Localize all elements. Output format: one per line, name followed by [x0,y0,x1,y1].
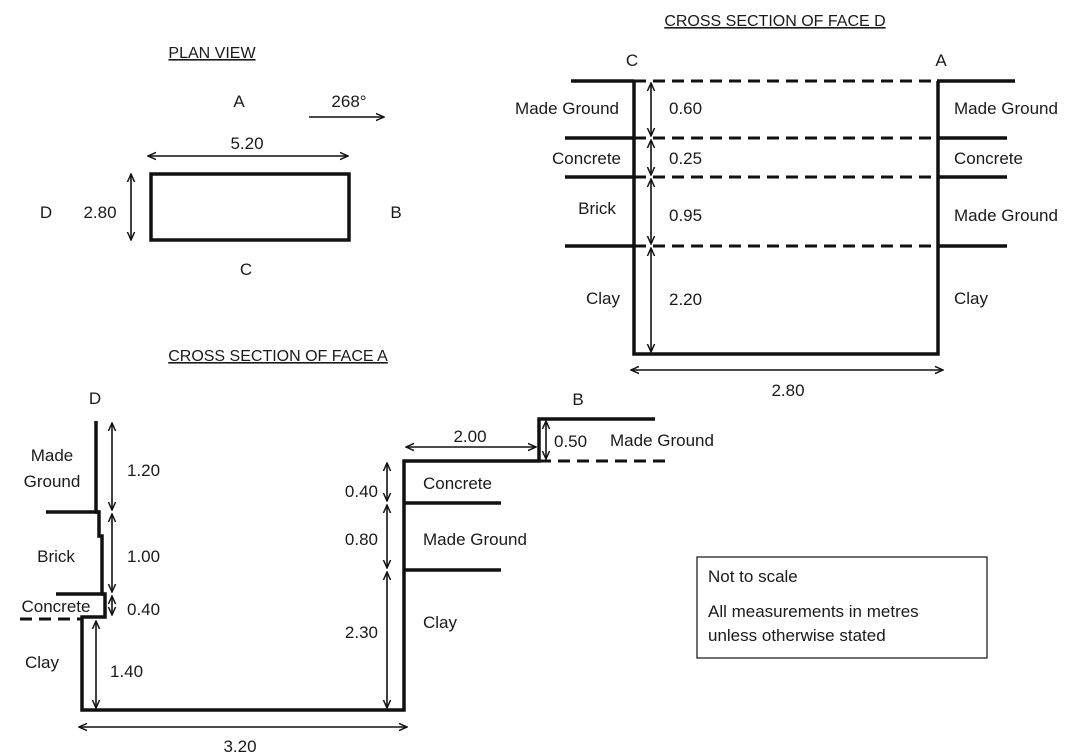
face-d-right-layer-3: Made Ground [954,206,1058,225]
plan-face-b-label: B [390,203,401,222]
notes-line-2: All measurements in metres [708,602,919,621]
plan-face-d-label: D [40,203,52,222]
face-d-left-layer-4: Clay [586,289,621,308]
face-a-title: CROSS SECTION OF FACE A [168,348,388,365]
plan-length-label: 5.20 [230,134,263,153]
face-a-left-end-label: D [89,389,101,408]
plan-width-label: 2.80 [83,203,116,222]
face-a-left-thickness-3: 0.40 [127,600,160,619]
face-d-title: CROSS SECTION OF FACE D [664,13,885,30]
plan-face-c-label: C [240,260,252,279]
plan-view-title: PLAN VIEW [168,45,256,62]
face-a-pit-outline [80,417,655,712]
plan-view: PLAN VIEW A 268° 5.20 D 2.80 B C [40,45,402,279]
notes-box-frame [696,556,988,659]
notes-line-1: Not to scale [708,567,798,586]
face-d-right-layer-4: Clay [954,289,989,308]
face-d-thickness-3: 0.95 [669,206,702,225]
face-d-thickness-2: 0.25 [669,149,702,168]
face-d-right-end-label: A [935,51,947,70]
plan-pit-outline [149,172,351,242]
face-a-left-layer-3: Concrete [22,597,91,616]
face-a-left-thickness-1: 1.20 [127,461,160,480]
face-d-thickness-1: 0.60 [669,99,702,118]
face-d-left-end-label: C [626,51,638,70]
face-a-left-layer-1b: Ground [24,472,81,491]
face-a-left-layer-2: Brick [37,547,75,566]
face-a-left-layer-4: Clay [25,653,60,672]
face-a-right-layer-1: Concrete [423,474,492,493]
face-d-thickness-4: 2.20 [669,290,702,309]
face-a-right-thickness-1: 0.40 [345,482,378,501]
face-a-right-layer-2: Made Ground [423,530,527,549]
face-a-step-width-label: 2.00 [453,427,486,446]
face-a-left-thickness-2: 1.00 [127,547,160,566]
face-d-right-layer-2: Concrete [954,149,1023,168]
face-d-left-layer-2: Concrete [552,149,621,168]
face-a-section: CROSS SECTION OF FACE A D B 1.20 1.00 0.… [20,348,714,753]
face-a-right-thickness-2: 0.80 [345,530,378,549]
face-a-right-layer-3: Clay [423,613,458,632]
face-d-width-label: 2.80 [771,381,804,400]
face-a-width-label: 3.20 [223,737,256,753]
face-d-right-layer-1: Made Ground [954,99,1058,118]
face-d-left-layer-3: Brick [578,199,616,218]
face-d-section: CROSS SECTION OF FACE D C A 0.60 0.25 0.… [515,13,1058,400]
notes-box: Not to scale All measurements in metres … [696,556,988,659]
face-a-step-thickness-label: 0.50 [554,432,587,451]
plan-bearing-label: 268° [331,92,366,111]
face-a-left-thickness-4: 1.40 [110,662,143,681]
face-a-left-layer-1a: Made [31,446,74,465]
face-d-pit-outline [632,81,940,356]
face-d-left-layer-1: Made Ground [515,99,619,118]
notes-line-3: unless otherwise stated [708,626,886,645]
plan-face-a-label: A [233,92,245,111]
face-a-right-thickness-3: 2.30 [345,623,378,642]
face-a-step-layer-label: Made Ground [610,431,714,450]
face-a-right-end-label: B [572,390,583,409]
